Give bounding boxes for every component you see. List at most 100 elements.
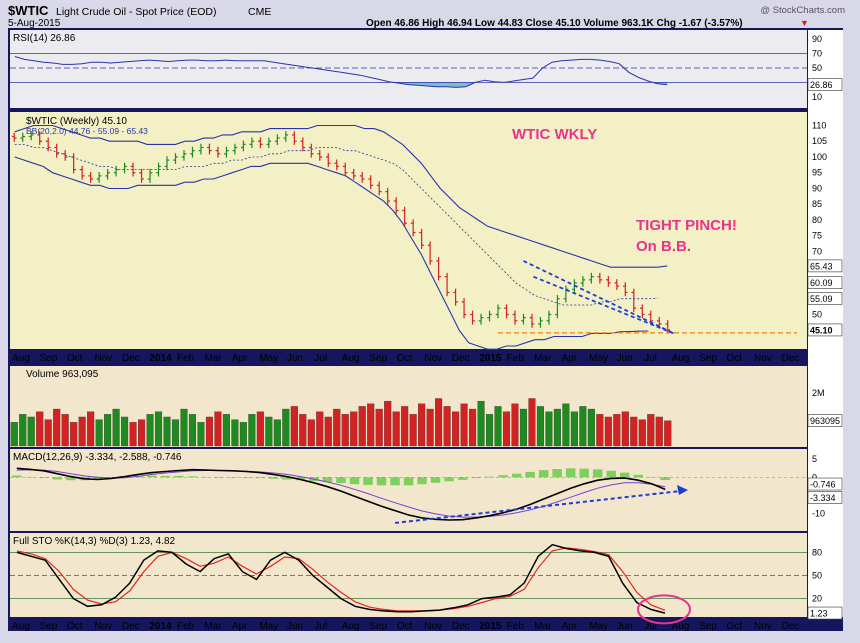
- macd-histogram-bar: [633, 474, 643, 478]
- time-tick-label: Jul: [314, 621, 327, 632]
- stochastic-tick-label: 20: [812, 594, 822, 604]
- volume-bar: [664, 420, 672, 447]
- price-last-label: 60.09: [810, 278, 833, 288]
- macd-histogram-bar: [552, 469, 562, 478]
- macd-histogram-bar: [174, 475, 184, 478]
- time-tick-label: Apr: [562, 621, 578, 632]
- time-tick-label: 2014: [149, 353, 172, 364]
- tight-pinch-annotation: TIGHT PINCH!: [636, 217, 737, 234]
- time-tick-label: Jun: [287, 621, 303, 632]
- macd-histogram-bar: [511, 473, 522, 478]
- volume-bar: [384, 400, 392, 447]
- volume-bar: [536, 406, 544, 447]
- volume-bar: [44, 419, 52, 447]
- time-tick-label: Oct: [397, 621, 413, 632]
- volume-plot: 2M 963095: [10, 388, 843, 447]
- ohlc-readout: Open 46.86 High 46.94 Low 44.83 Close 45…: [366, 18, 743, 29]
- volume-bar: [239, 422, 247, 447]
- stochastic-panel: [10, 533, 807, 617]
- macd-histogram-bar: [268, 477, 279, 479]
- wtic-weekly-annotation: WTIC WKLY: [512, 126, 597, 143]
- volume-bar: [367, 403, 375, 447]
- macd-hist-last-label-box: [807, 477, 843, 491]
- time-tick-label: Aug: [342, 353, 360, 364]
- volume-bar: [248, 414, 256, 447]
- volume-bar: [188, 414, 197, 447]
- time-tick-label: Mar: [204, 621, 222, 632]
- time-tick-label: Apr: [562, 353, 578, 364]
- time-tick-label: Feb: [507, 621, 525, 632]
- volume-bar: [553, 408, 561, 447]
- volume-bar: [392, 411, 400, 447]
- price-tick-label: 95: [812, 168, 822, 178]
- macd-signal-line: [16, 469, 666, 518]
- price-tick-label: 105: [812, 136, 827, 146]
- volume-bar: [587, 408, 595, 447]
- time-axis-lower: Aug Sep Oct Nov Dec 2014 Feb Mar Apr May Jun Jul Aug…: [12, 621, 799, 632]
- price-last-label: 65.43: [810, 261, 833, 271]
- macd-histogram-bar: [525, 471, 535, 478]
- volume-bar: [409, 414, 417, 447]
- macd-histogram-bar: [444, 477, 454, 482]
- macd-histogram-bar: [282, 477, 292, 480]
- bb-legend: BB(20,2.0) 44.76 - 55.09 - 65.43: [26, 126, 148, 136]
- volume-bar: [121, 416, 129, 447]
- macd-histogram-bar: [592, 469, 603, 478]
- volume-bar: [341, 414, 349, 447]
- price-tick-label: 50: [812, 309, 822, 319]
- macd-histogram-bar: [606, 470, 616, 478]
- volume-bar: [469, 408, 477, 447]
- time-tick-label: Dec: [782, 353, 800, 364]
- macd-histogram-bar: [484, 476, 495, 478]
- volume-bar: [545, 411, 553, 447]
- volume-bar: [375, 408, 383, 447]
- time-tick-label: Oct: [397, 353, 413, 364]
- price-last-label-box: [807, 323, 843, 337]
- volume-bar: [418, 403, 426, 447]
- time-tick-label: Nov: [94, 621, 112, 632]
- volume-bar: [214, 411, 222, 447]
- stochastic-last-label: 1.23: [810, 609, 828, 619]
- volume-bar: [36, 411, 44, 447]
- volume-bar: [316, 411, 324, 447]
- volume-bar: [146, 414, 154, 447]
- time-tick-label: Mar: [204, 353, 222, 364]
- time-tick-label: Sep: [369, 353, 387, 364]
- macd-histogram-bar: [647, 476, 657, 478]
- volume-bar: [502, 411, 511, 447]
- volume-bar: [27, 416, 35, 447]
- volume-bar: [265, 416, 273, 447]
- bb-middle-line: [14, 143, 658, 306]
- time-tick-label: May: [259, 353, 278, 364]
- time-tick-label: Feb: [177, 353, 195, 364]
- time-tick-label: Jul: [314, 353, 327, 364]
- stochastic-k-line: [16, 543, 666, 614]
- time-tick-label: Sep: [369, 621, 387, 632]
- macd-histogram-bar: [66, 477, 76, 481]
- rsi-panel: [10, 30, 807, 108]
- volume-bar: [655, 416, 663, 447]
- macd-histogram-bar: [336, 477, 346, 484]
- macd-plot: 50-5-10-0.746-3.334: [10, 454, 843, 524]
- volume-bar: [299, 414, 307, 447]
- time-tick-label: Aug: [672, 621, 690, 632]
- rsi-tick-label: 90: [812, 34, 822, 44]
- macd-legend: MACD(12,26,9) -3.334, -2.588, -0.746: [13, 452, 182, 463]
- volume-bar: [435, 398, 443, 447]
- macd-histogram-bar: [52, 477, 63, 480]
- volume-bar: [426, 408, 434, 447]
- time-tick-label: Dec: [452, 353, 470, 364]
- volume-bar: [460, 403, 468, 447]
- price-legend: $WTIC (Weekly) 45.10: [26, 116, 127, 127]
- volume-bar: [604, 416, 612, 447]
- time-tick-label: Jun: [287, 353, 303, 364]
- rsi-line: [14, 56, 668, 88]
- price-tick-label: 75: [812, 231, 822, 241]
- macd-histogram-bar: [187, 476, 198, 478]
- price-last-label: 55.09: [810, 294, 833, 304]
- price-tick-label: 85: [812, 199, 822, 209]
- time-tick-label: May: [589, 353, 608, 364]
- volume-bar: [613, 414, 621, 447]
- time-tick-label: Dec: [782, 621, 800, 632]
